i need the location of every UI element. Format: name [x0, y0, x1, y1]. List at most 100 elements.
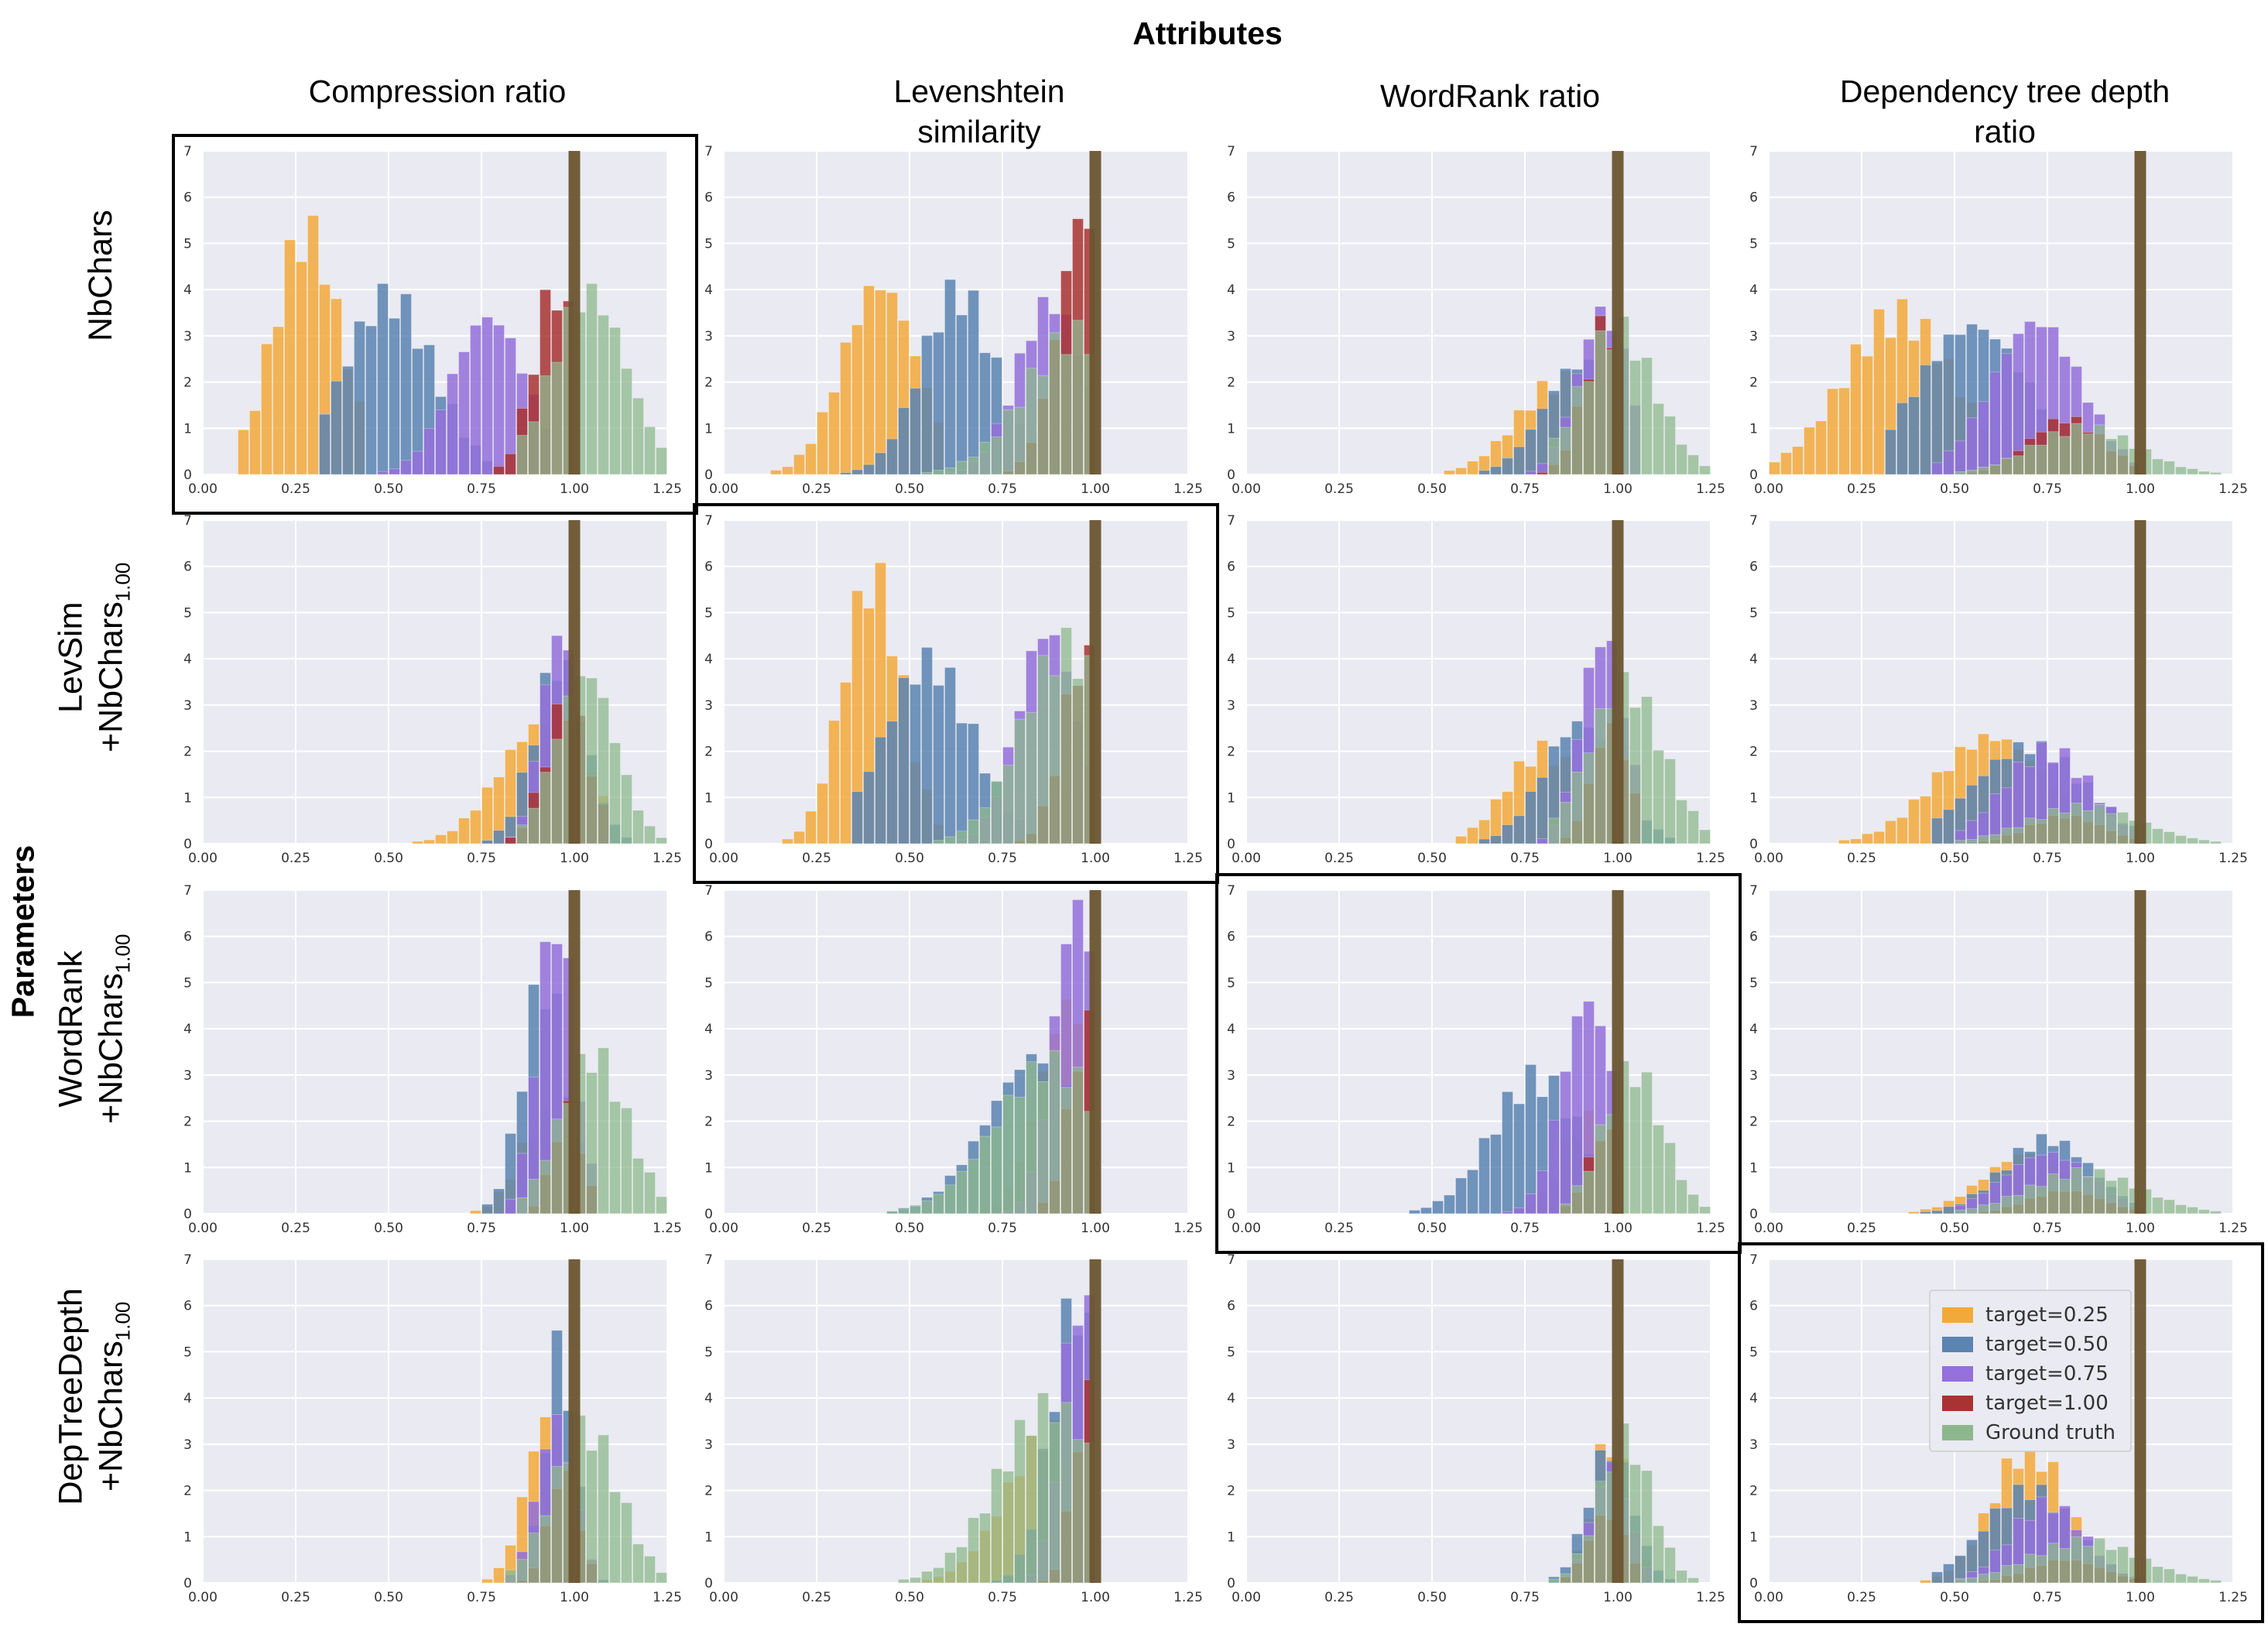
bar-gt	[2152, 1566, 2164, 1584]
x-tick-label: 0.50	[895, 481, 924, 497]
bar-gt	[1955, 1578, 1966, 1584]
bar-t075	[412, 450, 423, 475]
bar-gt	[1072, 678, 1084, 844]
y-tick-label: 6	[183, 1299, 192, 1314]
y-tick-label: 7	[183, 1252, 192, 1268]
y-tick-label: 5	[183, 975, 192, 991]
y-tick-label: 3	[183, 1437, 192, 1453]
x-tick-label: 0.25	[1324, 1221, 1354, 1236]
bar-t025	[1850, 838, 1862, 844]
bar-t075	[458, 351, 470, 475]
plot-area	[1769, 151, 2233, 474]
bar-t075	[1502, 1211, 1513, 1214]
y-tick-label: 0	[183, 1207, 192, 1222]
x-tick-label: 1.00	[1603, 851, 1632, 866]
x-tick-label: 1.25	[1173, 1221, 1203, 1236]
x-tick-label: 1.00	[2126, 851, 2155, 866]
bar-gt	[2013, 827, 2024, 844]
x-tick-label: 0.50	[1940, 851, 1969, 866]
bar-gt	[1026, 368, 1037, 475]
bar-gt	[1037, 1392, 1049, 1584]
y-tick-label: 4	[183, 652, 192, 667]
bar-gt	[2198, 1209, 2210, 1214]
bar-t025	[1838, 387, 1850, 475]
bar-gt	[1687, 454, 1699, 475]
y-tick-label: 7	[704, 1252, 713, 1268]
bar-t025	[1455, 468, 1467, 475]
bar-gt	[956, 1170, 968, 1214]
y-tick-label: 3	[1749, 329, 1758, 344]
y-tick-label: 6	[704, 190, 713, 206]
legend-swatch-t050	[1942, 1337, 1973, 1352]
bar-t025	[1827, 388, 1838, 475]
bar-t050	[875, 736, 886, 844]
y-tick-label: 7	[1227, 144, 1235, 159]
bar-gt	[1548, 817, 1560, 844]
bar-t050	[1513, 815, 1525, 844]
y-tick-label: 5	[704, 605, 713, 621]
bar-gt	[2001, 457, 2013, 475]
y-tick-label: 6	[1227, 560, 1235, 575]
bar-gt	[2175, 835, 2187, 844]
x-tick-label: 0.50	[374, 851, 403, 866]
bar-gt	[1026, 712, 1037, 844]
bar-t050	[1908, 396, 1920, 475]
bar-gt	[1049, 1050, 1060, 1214]
bar-t050	[863, 464, 875, 475]
bar-gt	[944, 836, 956, 844]
bar-t100	[505, 837, 516, 844]
bar-gt	[2059, 1179, 2071, 1214]
bar-gt	[1595, 330, 1606, 475]
y-tick-label: 0	[183, 468, 192, 483]
spike-bar-1.00	[1612, 151, 1624, 474]
bar-t075	[400, 460, 412, 475]
bar-t050	[1885, 429, 1896, 475]
bar-t050	[481, 1204, 493, 1214]
x-tick-label: 0.75	[988, 851, 1017, 866]
x-tick-label: 0.25	[281, 851, 310, 866]
y-tick-label: 2	[704, 1115, 713, 1130]
bar-gt	[1629, 1464, 1641, 1584]
bar-t075	[2001, 353, 2013, 475]
bar-gt	[644, 1172, 656, 1214]
y-tick-label: 6	[183, 560, 192, 575]
bar-t025	[1792, 446, 1804, 475]
bar-gt	[2117, 1177, 2129, 1214]
panel-r1-c3: 0 1 2 3 4 5 6 7 0.00 0.25 0.50 0.75 1.00 1.25	[1749, 513, 2248, 866]
plot-area	[1769, 890, 2233, 1214]
bar-t025	[481, 1578, 493, 1584]
x-tick-label: 0.75	[988, 1590, 1017, 1605]
spike-bar-1.00	[1089, 890, 1101, 1214]
bar-gt	[2036, 444, 2047, 475]
bar-t025	[828, 720, 840, 844]
bar-gt	[910, 1577, 921, 1584]
x-tick-label: 0.50	[895, 1221, 924, 1236]
bar-gt	[2094, 1537, 2105, 1584]
bar-gt	[1676, 1179, 1687, 1214]
bar-gt	[1664, 1142, 1676, 1214]
legend-box	[1929, 1290, 2132, 1452]
x-tick-label: 0.50	[1940, 1221, 1969, 1236]
bar-t025	[817, 783, 828, 844]
bar-gt	[921, 471, 933, 475]
y-tick-label: 2	[1749, 1115, 1758, 1130]
y-tick-label: 0	[704, 1207, 713, 1222]
bar-gt	[621, 774, 632, 844]
panel-r1-c0: 0 1 2 3 4 5 6 7 0.00 0.25 0.50 0.75 1.00 1.25	[183, 513, 682, 866]
bar-t050	[1490, 835, 1502, 844]
y-tick-label: 0	[1227, 1576, 1235, 1591]
bar-gt	[1629, 1086, 1641, 1214]
x-tick-label: 0.00	[1754, 1590, 1783, 1605]
bar-gt	[910, 1205, 921, 1214]
bar-gt	[1560, 426, 1571, 475]
bar-gt	[1653, 402, 1664, 475]
bar-gt	[540, 772, 551, 844]
bar-gt	[1026, 1435, 1037, 1584]
bar-t100	[1537, 471, 1548, 475]
bar-gt	[991, 780, 1002, 844]
bar-t050	[956, 314, 968, 475]
bar-gt	[540, 1515, 551, 1584]
bar-gt	[2105, 813, 2117, 844]
bar-gt	[621, 1108, 632, 1214]
